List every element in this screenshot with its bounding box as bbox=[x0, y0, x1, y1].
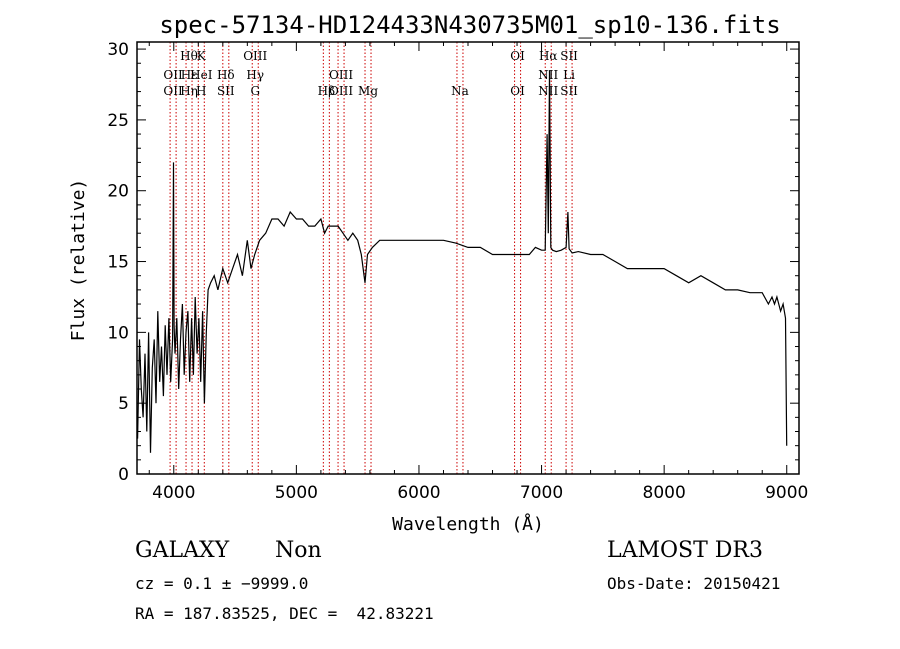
line-label: Na bbox=[451, 84, 469, 98]
line-label: NII bbox=[538, 84, 558, 98]
x-tick-label: 6000 bbox=[397, 483, 440, 503]
x-tick-label: 9000 bbox=[765, 483, 808, 503]
y-tick-label: 20 bbox=[107, 182, 129, 202]
line-label: Li bbox=[563, 68, 575, 82]
y-axis-label: Flux (relative) bbox=[68, 179, 89, 342]
line-label: Hβ bbox=[318, 84, 335, 98]
redshift-cz: cz = 0.1 ± −9999.0 bbox=[135, 574, 309, 593]
line-label: SII bbox=[560, 84, 578, 98]
survey-name: LAMOST DR3 bbox=[607, 538, 763, 563]
line-label: OIII bbox=[329, 68, 353, 82]
x-tick-label: 5000 bbox=[275, 483, 318, 503]
object-subclass: Non bbox=[275, 538, 322, 563]
obs-date: Obs-Date: 20150421 bbox=[607, 574, 781, 593]
line-label: Mg bbox=[358, 84, 378, 98]
line-label: Hε bbox=[181, 68, 198, 82]
line-label: NII bbox=[538, 68, 558, 82]
y-axis: 0 5 10 15 20 25 30 bbox=[107, 40, 799, 485]
line-label: OIII bbox=[243, 49, 267, 63]
x-tick-label: 7000 bbox=[520, 483, 563, 503]
x-tick-label: 4000 bbox=[152, 483, 195, 503]
y-tick-label: 5 bbox=[118, 394, 129, 414]
y-tick-label: 0 bbox=[118, 465, 129, 485]
y-tick-label: 25 bbox=[107, 111, 129, 131]
line-label: Hγ bbox=[246, 68, 264, 82]
x-axis: 4000 5000 6000 7000 8000 9000 bbox=[148, 42, 808, 503]
line-label: OI bbox=[510, 84, 525, 98]
line-label: OI bbox=[510, 49, 525, 63]
spectrum-line bbox=[137, 70, 788, 453]
line-label: OII bbox=[163, 68, 183, 82]
line-label: Hθ bbox=[180, 49, 198, 63]
object-class: GALAXY bbox=[135, 538, 230, 563]
line-label: Hδ bbox=[217, 68, 235, 82]
x-tick-label: 8000 bbox=[643, 483, 686, 503]
line-label: H bbox=[196, 84, 206, 98]
y-tick-label: 15 bbox=[107, 253, 129, 273]
y-tick-label: 10 bbox=[107, 323, 129, 343]
y-tick-label: 30 bbox=[107, 40, 129, 60]
x-axis-label: Wavelength (Å) bbox=[392, 513, 544, 535]
line-label: G bbox=[250, 84, 260, 98]
line-markers bbox=[169, 42, 573, 474]
ra-dec: RA = 187.83525, DEC = 42.83221 bbox=[135, 604, 434, 623]
line-label: OII bbox=[163, 84, 183, 98]
line-label: SII bbox=[560, 49, 578, 63]
line-label: K bbox=[197, 49, 207, 63]
line-label: SII bbox=[217, 84, 235, 98]
line-label: Hα bbox=[539, 49, 558, 63]
line-label: Hη bbox=[180, 84, 198, 98]
line-label: OIII bbox=[329, 84, 353, 98]
chart-title: spec-57134-HD124433N430735M01_sp10-136.f… bbox=[159, 11, 780, 39]
line-label: HeI bbox=[190, 68, 213, 82]
